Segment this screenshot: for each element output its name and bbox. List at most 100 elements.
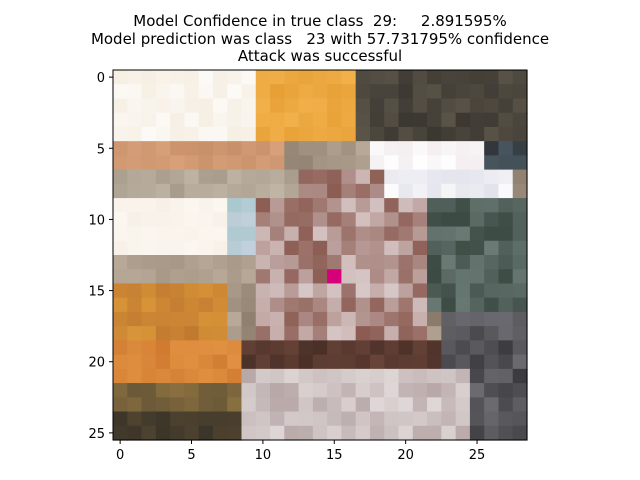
pixel <box>484 255 500 270</box>
pixel <box>498 397 514 413</box>
pixel <box>398 340 414 356</box>
pixel <box>441 169 457 185</box>
pixel <box>512 126 528 142</box>
pixel <box>398 84 414 100</box>
pixel <box>498 354 514 370</box>
pixel <box>284 269 300 285</box>
pixel <box>441 98 457 114</box>
pixel <box>455 326 471 341</box>
pixel <box>227 126 243 142</box>
pixel <box>212 326 228 341</box>
pixel <box>455 383 471 398</box>
pixel <box>427 98 442 114</box>
pixel <box>484 283 500 299</box>
pixel <box>312 98 328 114</box>
pixel <box>327 297 343 313</box>
pixel <box>155 425 171 441</box>
pixel <box>312 112 328 128</box>
pixel <box>355 368 371 384</box>
pixel <box>270 84 285 100</box>
pixel <box>184 198 200 213</box>
pixel <box>198 269 214 285</box>
pixel <box>484 411 500 427</box>
pixel <box>255 326 271 341</box>
pixel <box>512 240 528 256</box>
pixel <box>412 411 428 427</box>
pixel <box>255 411 271 427</box>
pixel <box>369 155 385 171</box>
pixel <box>441 183 457 199</box>
pixel <box>355 212 371 228</box>
pixel <box>369 411 385 427</box>
pixel <box>312 283 328 299</box>
pixel <box>155 397 171 413</box>
pixel <box>255 255 271 270</box>
pixel <box>255 368 271 384</box>
pixel <box>484 340 500 356</box>
pixel <box>184 141 200 156</box>
pixel <box>227 368 243 384</box>
pixel <box>427 383 442 398</box>
pixel <box>369 198 385 213</box>
pixel <box>298 311 314 327</box>
pixel <box>284 425 300 441</box>
pixel <box>355 397 371 413</box>
pixel <box>170 212 185 228</box>
pixel <box>384 240 400 256</box>
pixel <box>327 326 343 341</box>
pixel <box>241 126 257 142</box>
pixel <box>455 425 471 441</box>
pixel <box>355 226 371 242</box>
pixel <box>227 297 243 313</box>
pixel <box>441 70 457 85</box>
pixel <box>384 297 400 313</box>
pixel <box>498 340 514 356</box>
pixel <box>441 368 457 384</box>
pixel <box>127 383 143 398</box>
pixel <box>469 255 485 270</box>
pixel <box>141 340 157 356</box>
pixel <box>155 198 171 213</box>
pixel <box>198 212 214 228</box>
pixel <box>127 226 143 242</box>
pixel <box>427 212 442 228</box>
pixel <box>170 226 185 242</box>
pixel <box>212 84 228 100</box>
pixel <box>113 98 128 114</box>
pixel <box>298 169 314 185</box>
pixel <box>412 255 428 270</box>
pixel <box>198 311 214 327</box>
pixel <box>355 240 371 256</box>
pixel <box>427 155 442 171</box>
pixel <box>441 198 457 213</box>
pixel <box>255 297 271 313</box>
pixel <box>369 212 385 228</box>
x-tick-label: 15 <box>326 448 343 463</box>
pixel <box>184 283 200 299</box>
pixel <box>512 183 528 199</box>
pixel <box>369 84 385 100</box>
pixel <box>455 126 471 142</box>
pixel <box>255 383 271 398</box>
pixel <box>127 397 143 413</box>
pixel <box>369 169 385 185</box>
pixel <box>455 183 471 199</box>
pixel <box>298 326 314 341</box>
pixel <box>398 411 414 427</box>
pixel <box>141 70 157 85</box>
pixel <box>184 340 200 356</box>
pixel <box>341 383 357 398</box>
pixel <box>241 340 257 356</box>
pixel <box>127 155 143 171</box>
pixel <box>312 155 328 171</box>
pixel <box>398 297 414 313</box>
pixel <box>184 70 200 85</box>
pixel <box>284 226 300 242</box>
pixel <box>484 354 500 370</box>
pixel <box>355 311 371 327</box>
pixel <box>384 326 400 341</box>
pixel <box>498 169 514 185</box>
pixel <box>141 383 157 398</box>
pixel <box>227 269 243 285</box>
pixel <box>255 155 271 171</box>
